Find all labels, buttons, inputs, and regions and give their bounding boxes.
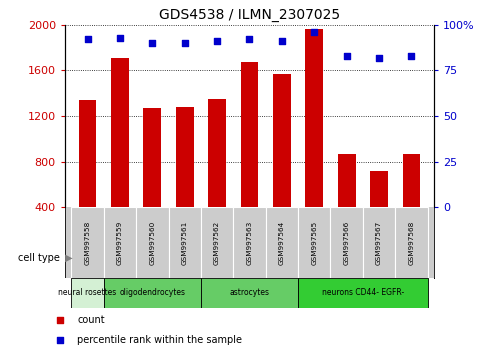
Text: GSM997568: GSM997568 <box>409 220 415 264</box>
Bar <box>241 62 258 207</box>
Text: GSM997565: GSM997565 <box>311 220 317 264</box>
Text: GSM997566: GSM997566 <box>344 220 350 264</box>
Point <box>148 40 156 46</box>
Text: count: count <box>77 315 105 325</box>
Text: GSM997560: GSM997560 <box>149 220 155 264</box>
Text: GSM997563: GSM997563 <box>247 220 252 264</box>
Bar <box>104 278 201 308</box>
Text: neurons CD44- EGFR-: neurons CD44- EGFR- <box>322 289 404 297</box>
Bar <box>395 207 428 278</box>
Text: neural rosettes: neural rosettes <box>58 289 117 297</box>
Bar <box>79 100 96 207</box>
Point <box>246 36 253 42</box>
Bar <box>363 207 395 278</box>
Bar <box>208 99 226 207</box>
Bar <box>169 207 201 278</box>
Text: GSM997561: GSM997561 <box>182 220 188 264</box>
Point <box>310 29 318 35</box>
Bar <box>143 108 161 207</box>
Bar <box>176 107 194 207</box>
Text: GSM997564: GSM997564 <box>279 220 285 264</box>
Point <box>56 337 64 343</box>
Bar <box>338 154 356 207</box>
Bar <box>104 207 136 278</box>
Bar <box>298 207 330 278</box>
Bar <box>234 207 265 278</box>
Point <box>375 55 383 61</box>
Bar <box>201 207 234 278</box>
Title: GDS4538 / ILMN_2307025: GDS4538 / ILMN_2307025 <box>159 8 340 22</box>
Bar <box>273 74 291 207</box>
Text: astrocytes: astrocytes <box>230 289 269 297</box>
Bar <box>265 207 298 278</box>
Point <box>56 317 64 323</box>
Point <box>213 38 221 44</box>
Bar <box>305 29 323 207</box>
Point <box>83 36 91 42</box>
Bar <box>201 278 298 308</box>
Bar <box>71 207 104 278</box>
Text: GSM997558: GSM997558 <box>84 220 90 264</box>
Point <box>278 38 286 44</box>
Bar <box>370 171 388 207</box>
Text: GSM997567: GSM997567 <box>376 220 382 264</box>
Text: cell type: cell type <box>18 252 60 263</box>
Bar <box>298 278 428 308</box>
Text: GSM997559: GSM997559 <box>117 220 123 264</box>
Point <box>343 53 351 59</box>
Bar <box>330 207 363 278</box>
Text: ▶: ▶ <box>62 252 73 263</box>
Text: GSM997562: GSM997562 <box>214 220 220 264</box>
Bar <box>111 58 129 207</box>
Point <box>181 40 189 46</box>
Text: oligodendrocytes: oligodendrocytes <box>119 289 185 297</box>
Bar <box>136 207 169 278</box>
Point <box>408 53 416 59</box>
Text: percentile rank within the sample: percentile rank within the sample <box>77 335 243 345</box>
Bar <box>403 154 420 207</box>
Bar <box>71 278 104 308</box>
Point <box>116 35 124 40</box>
